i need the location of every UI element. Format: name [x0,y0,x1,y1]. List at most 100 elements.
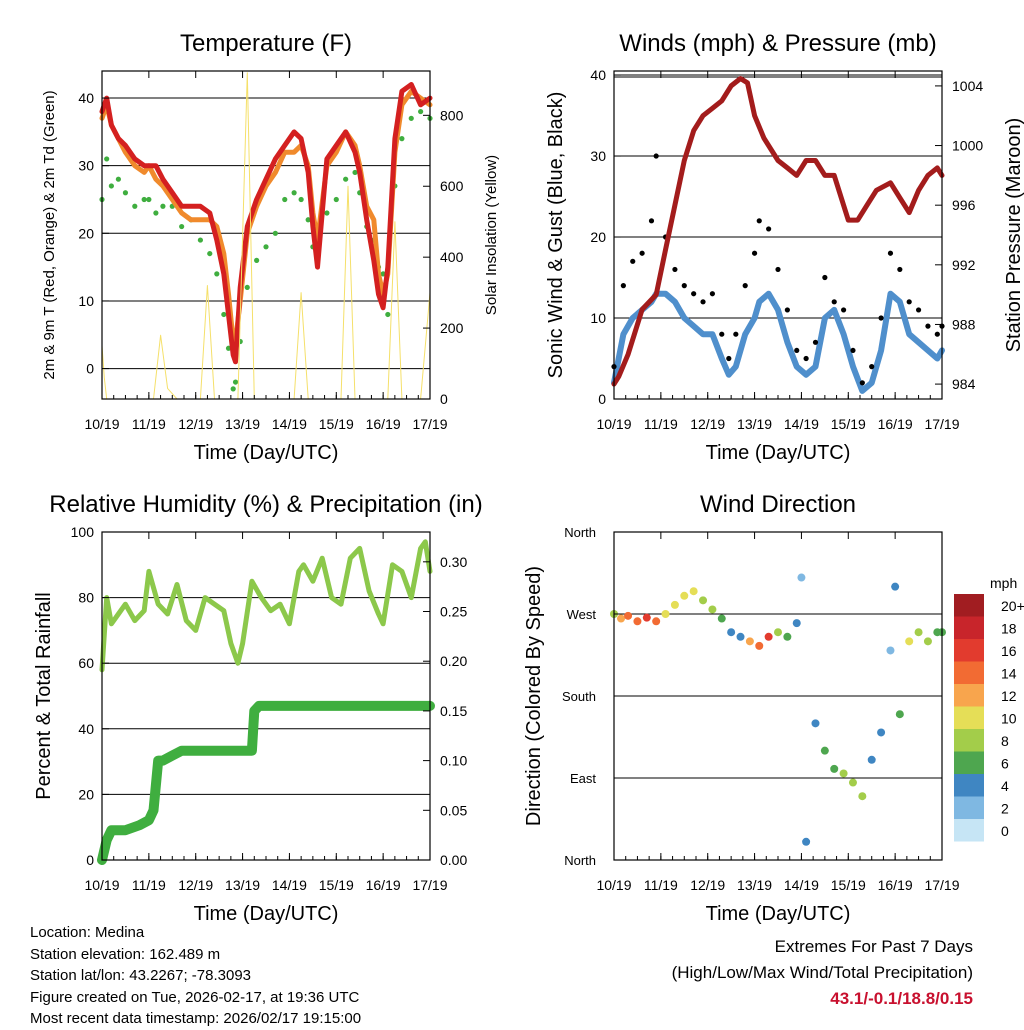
humidity-xtick-label: 15/19 [319,877,354,893]
winds-ytick-label: 20 [590,229,606,245]
humidity-ytick-label: 100 [71,524,95,540]
temperature-9m-temperature-line [99,88,433,344]
winds-gust-point [812,339,819,345]
humidity-y2tick-label: 0.10 [440,753,467,769]
temperature-ytick-label: 0 [86,361,94,377]
winds-gust-point [878,315,884,321]
station-elevation: Station elevation: 162.489 m [30,945,221,963]
wind-direction-point [652,617,661,626]
winds-ylabel: Sonic Wind & Gust (Blue, Black) [545,92,567,379]
winds-frame [613,70,943,400]
temperature-2m-dewpoint-point [399,136,405,142]
temperature-y2tick-label: 600 [440,178,464,194]
colorbar-swatch [954,729,984,752]
temperature-2m-dewpoint-point [418,108,424,115]
temperature-2m-dewpoint-point [324,210,330,216]
temperature-2m-temperature-line [99,82,433,365]
winds-xlabel: Time (Day/UTC) [706,442,851,464]
winds-gust-point [831,299,837,305]
colorbar-label: 14 [1001,666,1017,682]
temperature-2m-dewpoint-point [298,196,304,203]
winds-gust-point [691,291,697,297]
extremes-title: Extremes For Past 7 Days [774,937,973,956]
winds-chart: Winds (mph) & Pressure (mb) Time (Day/UTC… [545,30,1024,464]
temperature-xtick-label: 17/19 [412,416,447,432]
humidity-ylabel: Percent & Total Rainfall [33,592,55,800]
temperature-title: Temperature (F) [180,30,352,57]
humidity-xtick-label: 17/19 [412,877,447,893]
wind-direction-point [642,613,651,622]
winds-gust-point [726,355,732,362]
winds-gust-point [719,331,725,337]
temperature-2m-dewpoint-point [221,311,227,318]
winds-station-pressure-line [611,76,945,387]
wind-direction-point [811,719,820,728]
temperature-2m-dewpoint-point [244,284,250,291]
temperature-2m-dewpoint-point [333,196,339,203]
winds-xtick-label: 12/19 [690,416,725,432]
temperature-2m-dewpoint-point [104,156,110,162]
winds-sonic-wind-line [611,290,945,394]
temperature-2m-dewpoint-point [122,190,129,196]
direction-ylabel: Direction (Colored By Speed) [523,566,545,826]
temperature-ytick-label: 30 [78,158,94,174]
winds-gust-point [803,355,809,362]
wind-direction-point [764,632,773,641]
temperature-2m-dewpoint-point [230,386,236,392]
temperature-2m-dewpoint-point [385,311,391,318]
temperature-ytick-label: 10 [78,293,94,309]
winds-gust-point [934,331,940,337]
humidity-y2tick-label: 0.30 [440,554,467,570]
direction-xtick-label: 17/19 [924,877,959,893]
winds-gust-point [869,364,875,370]
colorbar-swatch [954,661,984,684]
winds-xtick-label: 11/19 [644,416,678,432]
winds-ytick-label: 30 [590,148,606,164]
wind-direction-point [736,632,745,641]
temperature-2m-dewpoint-point [207,250,213,257]
winds-xtick-label: 15/19 [831,416,866,432]
winds-y2tick-label: 984 [952,376,976,392]
wind-direction-point [867,755,876,764]
winds-gust-point [700,299,706,305]
winds-gust-point [653,153,659,159]
temperature-2m-dewpoint-point [141,196,147,203]
temperature-2m-dewpoint-point [115,176,121,182]
wind-direction-point [783,632,792,641]
direction-xtick-label: 15/19 [831,877,866,893]
winds-gust-point [630,258,636,264]
wind-direction-point [792,619,801,628]
winds-y2tick-label: 992 [952,257,976,273]
temperature-xtick-label: 12/19 [178,416,213,432]
humidity-ytick-label: 40 [78,721,94,737]
humidity-xtick-label: 11/19 [132,877,166,893]
winds-gust-point [850,347,856,354]
direction-xtick-label: 10/19 [596,877,631,893]
winds-gust-point [672,266,678,273]
direction-ytick-label: East [570,771,596,786]
wind-direction-point [661,610,670,618]
winds-gust-point [906,299,912,305]
colorbar-label: 4 [1001,778,1009,794]
station-info: Location: Medina Station elevation: 162.… [30,922,361,1030]
wind-direction-point [886,646,895,655]
colorbar-label: 0 [1001,823,1009,839]
wind-direction-point [820,746,829,755]
temperature-solar-insolation-line [101,72,431,400]
winds-gust-point [915,307,922,313]
temperature-y2tick-label: 800 [440,107,464,123]
extremes-value: 43.1/-0.1/18.8/0.15 [830,989,973,1008]
wind-direction-point [895,710,904,719]
temperature-ytick-label: 40 [78,90,94,106]
temperature-2m-dewpoint-point [132,203,138,209]
wind-direction-point [670,600,679,609]
direction-title: Wind Direction [700,491,856,518]
wind-direction-point [680,591,689,600]
winds-gust-point [841,307,847,313]
temperature-2m-dewpoint-point [282,196,288,203]
winds-gust-point [775,266,781,273]
winds-gust-point [794,347,800,354]
temperature-2m-dewpoint-point [263,244,269,250]
